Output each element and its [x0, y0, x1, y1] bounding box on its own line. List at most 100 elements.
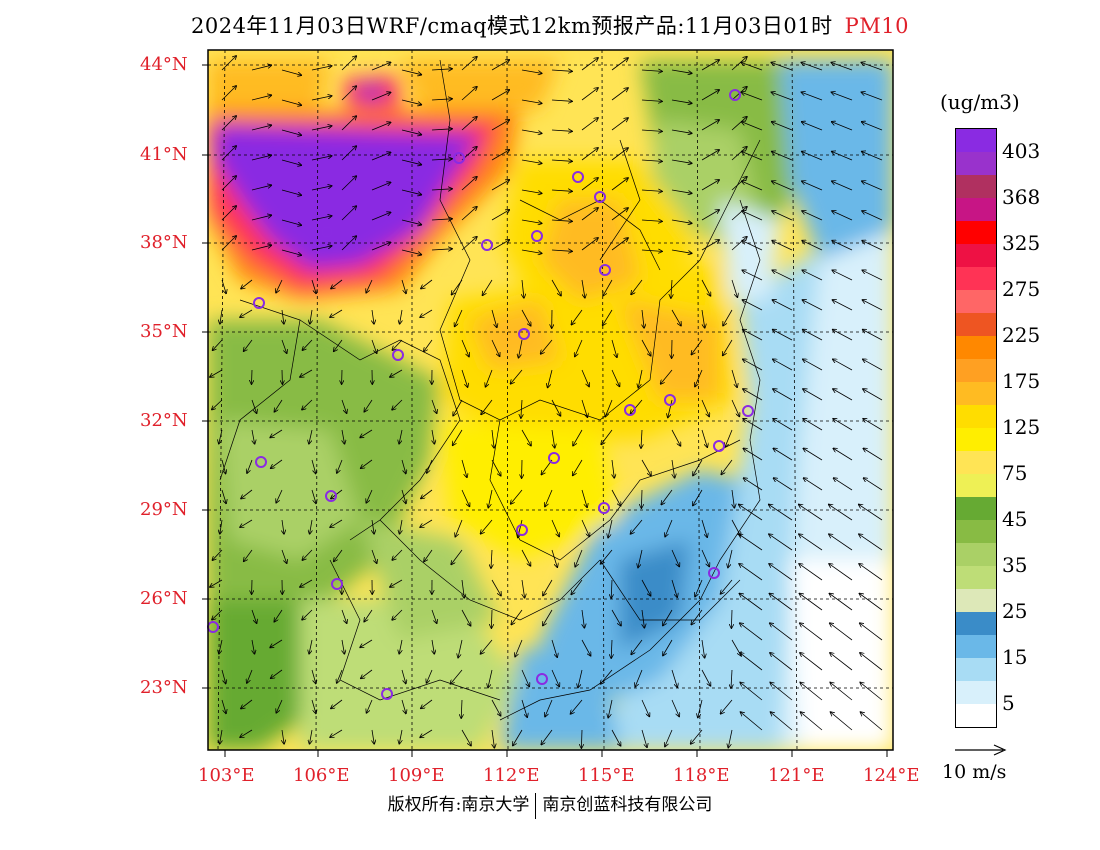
wind-vector: [282, 519, 284, 534]
wind-vector: [832, 152, 853, 161]
wind-vector: [251, 155, 271, 161]
wind-vector: [401, 669, 406, 684]
lon-label-121: 121°E: [768, 765, 825, 786]
wind-vector: [221, 56, 236, 71]
wind-vector: [455, 309, 463, 326]
wind-vector: [548, 369, 553, 388]
wind-vector: [833, 330, 853, 341]
wind-vector: [302, 549, 313, 560]
wind-vector: [800, 653, 823, 671]
wind-vector: [769, 505, 793, 521]
colorbar-swatch: [956, 681, 996, 704]
wind-vector: [281, 249, 301, 255]
wind-vector: [221, 206, 236, 221]
concentration-field: [208, 50, 893, 750]
wind-vector: [575, 339, 583, 357]
wind-vector: [861, 92, 883, 101]
wind-vector: [492, 429, 494, 448]
wind-vector: [772, 181, 793, 191]
wind-vectors: [210, 56, 883, 748]
wind-vector: [551, 70, 572, 71]
wind-vector: [771, 63, 793, 71]
wind-vector: [701, 180, 719, 191]
wind-vector: [728, 549, 733, 568]
wind-vector: [372, 519, 374, 534]
wind-vector: [743, 389, 763, 401]
wind-vector: [581, 58, 598, 71]
wind-vector: [770, 682, 793, 701]
wind-vector: [832, 211, 853, 221]
wind-vector: [461, 117, 477, 131]
wind-vector: [251, 95, 271, 101]
wind-vector: [481, 399, 493, 414]
wind-vector: [221, 116, 236, 131]
wind-vector: [671, 309, 681, 326]
colorbar-label: 35: [1002, 553, 1028, 577]
wind-vector: [581, 519, 589, 536]
wind-vector: [551, 399, 561, 416]
wind-vector: [213, 339, 223, 350]
wind-vector: [743, 330, 763, 341]
wind-vector: [341, 176, 356, 191]
wind-vector: [663, 639, 673, 656]
lat-label-38: 38°N: [140, 232, 188, 253]
wind-vector: [773, 389, 793, 401]
wind-vector: [360, 429, 373, 438]
wind-vector: [431, 399, 437, 413]
wind-vector: [330, 309, 343, 317]
city-station-marker: [481, 239, 493, 251]
colorbar-swatch: [956, 244, 996, 267]
wind-vector: [701, 399, 709, 417]
wind-vector: [281, 549, 287, 563]
wind-vector: [701, 240, 719, 251]
wind-vector: [341, 116, 356, 131]
wind-vector: [337, 669, 343, 683]
wind-vector: [731, 207, 747, 221]
lat-label-29: 29°N: [140, 499, 188, 520]
lon-label-115: 115°E: [578, 765, 635, 786]
wind-vector: [698, 699, 703, 718]
city-station-marker: [729, 89, 741, 101]
wind-vector: [491, 60, 509, 71]
wind-vector: [862, 152, 883, 161]
wind-vector: [772, 152, 793, 161]
wind-vector: [461, 177, 477, 191]
wind-vector: [731, 519, 741, 536]
wind-vector: [221, 459, 226, 474]
wind-vector: [671, 429, 681, 446]
wind-vector: [581, 118, 598, 131]
wind-vector: [701, 519, 707, 537]
wind-vector: [830, 682, 853, 701]
city-station-marker: [331, 578, 343, 590]
wind-vector: [541, 729, 553, 745]
wind-vector: [521, 309, 531, 326]
colorbar-swatch: [956, 198, 996, 221]
wind-vector: [571, 309, 583, 325]
city-station-marker: [321, 226, 333, 238]
wind-vector: [831, 712, 853, 731]
colorbar-label: 5: [1002, 691, 1015, 715]
wind-vector: [743, 419, 763, 431]
wind-vector: [799, 534, 823, 551]
wind-vector: [641, 459, 651, 476]
wind-vector: [221, 279, 226, 293]
wind-vector: [491, 339, 500, 356]
city-station-marker: [624, 404, 636, 416]
wind-vector: [210, 579, 223, 587]
wind-vector: [401, 69, 421, 75]
wind-vector: [401, 99, 421, 105]
wind-vector: [742, 122, 763, 131]
wind-vector: [581, 729, 582, 748]
wind-vector: [742, 241, 763, 251]
wind-vector: [864, 478, 883, 491]
city-station-marker: [598, 502, 610, 514]
colorbar-label: 125: [1002, 415, 1041, 439]
colorbar-label: 45: [1002, 507, 1028, 531]
wind-vector: [575, 549, 583, 567]
lon-label-124: 124°E: [863, 765, 920, 786]
wind-vector: [859, 505, 883, 521]
wind-vector: [731, 279, 737, 297]
wind-vector: [551, 549, 557, 567]
wind-vector: [701, 639, 705, 658]
wind-vector: [551, 220, 572, 221]
